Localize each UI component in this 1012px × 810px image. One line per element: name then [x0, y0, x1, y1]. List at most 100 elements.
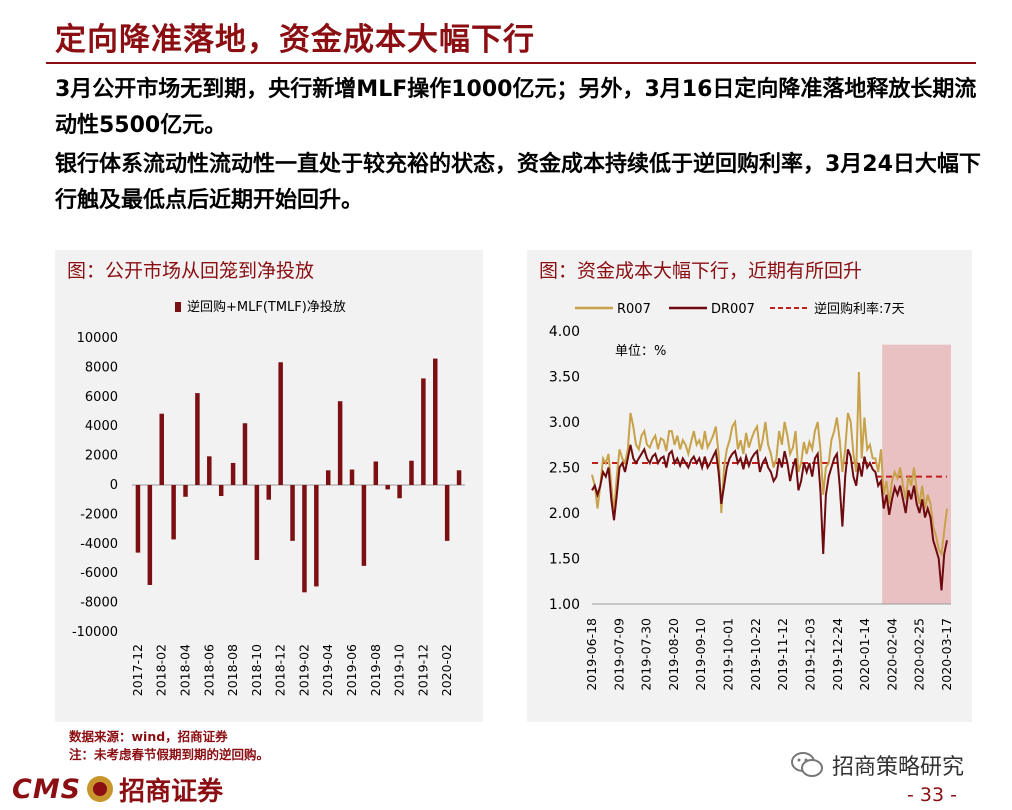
x-tick-label: 2019-12 [415, 644, 430, 696]
bar [444, 485, 450, 541]
x-tick-label: 2019-07-09 [611, 618, 626, 691]
x-tick-label: 2019-08 [368, 644, 383, 696]
bar [337, 401, 343, 485]
line-chart: 4.00 3.50 3.00 2.50 2.00 1.50 1.00 单位：% 2019-06-… [549, 301, 954, 691]
x-tick-label: 2019-10 [392, 644, 407, 696]
x-tick-label: 2019-10-22 [748, 618, 763, 691]
legend-label-r007: R007 [617, 302, 651, 317]
legend-label-ref: 逆回购利率:7天 [814, 301, 905, 317]
y-tick-label: 2000 [85, 449, 118, 464]
bar [159, 413, 164, 485]
wechat-icon [791, 752, 823, 777]
footnote: 注：未考虑春节假期到期的逆回购。 [69, 747, 270, 762]
footnotes: 数据来源：wind，招商证券 注：未考虑春节假期到期的逆回购。 [69, 728, 269, 764]
bar [266, 485, 272, 500]
legend-label: 逆回购+MLF(TMLF)净投放 [187, 299, 346, 315]
x-tick-label: 2019-04 [320, 644, 335, 696]
bar-chart: 10000 8000 6000 4000 2000 0 -2000 -4000 -6000 -80… [72, 299, 465, 696]
x-tick-label: 2020-02 [439, 644, 454, 696]
x-tick-label: 2018-02 [154, 644, 169, 696]
y-tick-label: 2.50 [549, 461, 580, 477]
wechat-name: 招商策略研究 [832, 755, 965, 780]
y-tick-label: 3.00 [549, 415, 580, 431]
y-tick-label: 1.50 [549, 552, 580, 568]
bar [242, 423, 248, 485]
x-tick-label: 2019-08-20 [666, 618, 681, 691]
bar [278, 362, 283, 485]
y-tick-label: 0 [110, 478, 118, 493]
paragraph-1: 3月公开市场无到期，央行新增MLF操作1000亿元；另外，3月16日定向降准落地… [55, 77, 977, 138]
bar [290, 485, 295, 541]
page-number: - 33 - [907, 784, 957, 806]
series-line-r007 [591, 371, 948, 557]
bar [135, 485, 141, 553]
x-tick-label: 2020-02-04 [884, 618, 899, 691]
x-tick-label: 2019-06 [344, 644, 359, 696]
y-tick-label: -8000 [80, 596, 118, 611]
bar [385, 485, 390, 490]
y-tick-label: 10000 [77, 331, 118, 346]
logo-badge-icon [87, 776, 114, 802]
y-tick-label: 3.50 [549, 370, 580, 386]
bar [397, 485, 402, 499]
y-tick-label: -4000 [80, 537, 118, 552]
bar [254, 485, 260, 560]
x-tick-label: 2019-10-01 [721, 618, 736, 691]
x-tick-label: 2019-11-12 [775, 618, 790, 691]
bar [230, 462, 236, 485]
title-divider [46, 62, 976, 64]
y-tick-label: 4.00 [549, 324, 580, 340]
x-tick-label: 2018-08 [225, 644, 240, 696]
logo-cms-text: CMS [12, 773, 82, 805]
x-tick-label: 2019-09-10 [693, 618, 708, 691]
slide-title: 定向降准落地，资金成本大幅下行 [55, 22, 535, 58]
bar [456, 470, 462, 485]
y-tick-label: 2.00 [549, 506, 580, 522]
y-tick-label: 6000 [85, 390, 118, 405]
bar [433, 358, 438, 485]
bar [325, 470, 331, 485]
bar [409, 460, 414, 485]
highlight-band [882, 344, 951, 604]
left-chart-panel: 图：公开市场从回笼到净投放 10000 8000 6000 4000 2000 0 -200… [55, 250, 483, 722]
legend-label-dr007: DR007 [711, 302, 755, 317]
y-tick-label: -6000 [80, 566, 118, 581]
y-tick-label: -2000 [80, 507, 118, 522]
x-tick-label: 2020-03-17 [939, 618, 954, 691]
bar [421, 378, 426, 485]
right-chart-title: 图：资金成本大幅下行，近期有所回升 [539, 260, 863, 282]
cms-logo: CMS 招商证券 [12, 772, 224, 807]
x-tick-label: 2018-10 [249, 644, 264, 696]
wechat-account: 招商策略研究 [790, 749, 964, 781]
series-line-dr007 [591, 444, 948, 591]
legend-swatch [175, 302, 181, 312]
x-tick-label: 2017-12 [130, 644, 145, 696]
left-chart-title: 图：公开市场从回笼到净投放 [67, 260, 315, 282]
bar [147, 485, 153, 585]
y-tick-label: 1.00 [549, 597, 580, 613]
bar [302, 485, 307, 593]
x-tick-label: 2019-02 [296, 644, 311, 696]
source-note: 数据来源：wind，招商证券 [69, 729, 228, 744]
x-tick-label: 2020-01-14 [857, 618, 872, 691]
bar [171, 485, 176, 540]
x-tick-label: 2019-12-24 [830, 618, 845, 691]
bar [373, 461, 379, 485]
paragraph-2: 银行体系流动性流动性一直处于较充裕的状态，资金成本持续低于逆回购利率，3月24日… [55, 152, 981, 213]
bar [218, 485, 224, 497]
x-tick-label: 2018-04 [178, 644, 193, 696]
bar [314, 485, 319, 587]
bar [349, 469, 355, 485]
x-tick-label: 2019-12-03 [802, 618, 817, 691]
x-tick-label: 2020-02-25 [912, 618, 927, 691]
logo-cn-text: 招商证券 [119, 776, 224, 807]
right-chart-panel: 图：资金成本大幅下行，近期有所回升 4.00 3.50 3.00 2.50 2.00 1.… [527, 250, 972, 722]
y-tick-label: 8000 [85, 360, 118, 375]
bar [207, 456, 212, 485]
x-tick-label: 2018-12 [273, 644, 288, 696]
x-tick-label: 2019-07-30 [639, 618, 654, 691]
bar [183, 485, 188, 497]
x-tick-label: 2018-06 [201, 644, 216, 696]
y-tick-label: 4000 [85, 419, 118, 434]
bar [195, 393, 200, 485]
